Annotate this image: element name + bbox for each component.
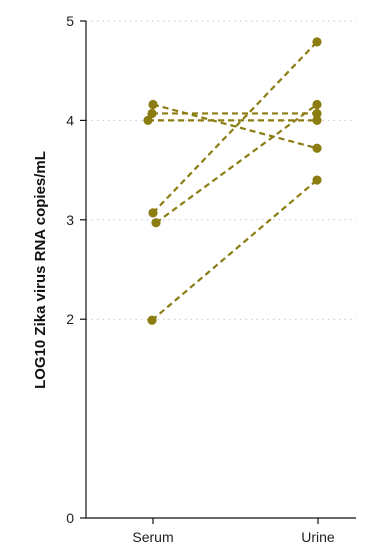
y-ticks: 0 2 3 4 5: [66, 13, 86, 526]
x-tick-label-urine: Urine: [301, 529, 335, 545]
point-serum-1: [148, 99, 158, 110]
point-urine-2: [312, 108, 322, 119]
series-line-6: [151, 179, 318, 322]
point-urine-5: [312, 99, 322, 110]
x-ticks: Serum Urine: [132, 518, 335, 545]
axes: [85, 21, 356, 519]
y-axis-title: LOG10 Zika virus RNA copies/mL: [32, 151, 49, 389]
gridlines: [86, 20, 356, 320]
series-line-5: [155, 103, 318, 224]
series-line-1: [152, 103, 318, 150]
y-tick-label: 4: [66, 112, 74, 128]
point-urine-4: [312, 37, 322, 47]
point-serum-6: [147, 315, 157, 325]
point-serum-5: [151, 218, 161, 228]
point-urine-6: [312, 175, 322, 185]
point-serum-4: [148, 208, 158, 218]
y-tick-label: 3: [66, 212, 74, 228]
point-serum-3: [143, 115, 153, 125]
point-urine-3: [312, 115, 322, 125]
x-tick-label-serum: Serum: [132, 529, 173, 545]
y-tick-label: 5: [66, 13, 74, 29]
series-lines: [148, 41, 318, 322]
data-points: [143, 37, 322, 325]
point-urine-1: [312, 143, 322, 153]
y-tick-label: 0: [66, 510, 74, 526]
point-serum-2: [147, 108, 157, 119]
y-tick-label: 2: [66, 311, 74, 327]
